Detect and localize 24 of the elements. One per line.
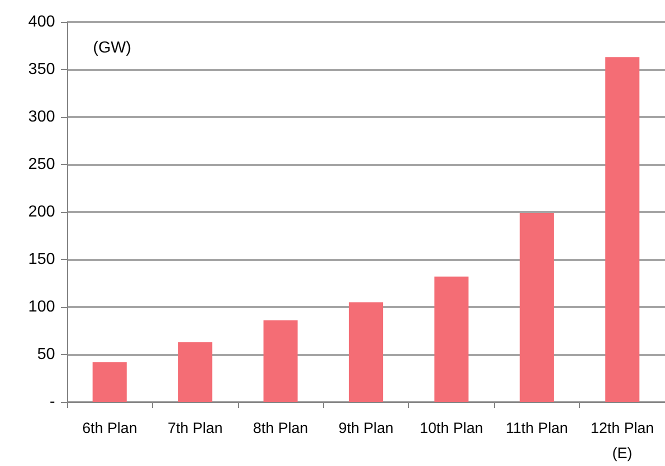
bar: [92, 362, 127, 402]
y-tick-label: -: [50, 394, 55, 410]
bar: [434, 276, 469, 402]
y-tick-label: 100: [28, 298, 56, 316]
y-tick-label: 300: [28, 108, 56, 126]
bar: [520, 212, 554, 402]
bar: [348, 302, 384, 402]
x-tick-label: 11th Plan: [506, 420, 568, 437]
bar: [263, 320, 298, 402]
bar: [605, 57, 640, 402]
x-tick-label: 9th Plan: [338, 420, 394, 437]
x-tick-label: 6th Plan: [82, 420, 138, 437]
x-tick-label: 10th Plan: [420, 420, 484, 437]
y-tick-label: 400: [28, 14, 56, 30]
x-tick-label: 8th Plan: [253, 420, 308, 437]
bar: [178, 342, 212, 402]
x-tick-label: 7th Plan: [168, 420, 223, 437]
x-tick-label: 12th Plan (E): [590, 420, 654, 462]
y-tick-label: 200: [28, 204, 56, 220]
y-axis-title: (GW): [93, 40, 132, 56]
y-tick-label: 50: [37, 346, 56, 363]
y-tick-label: 150: [28, 251, 56, 268]
y-tick-label: 250: [28, 156, 56, 173]
y-tick-label: 350: [28, 61, 56, 78]
